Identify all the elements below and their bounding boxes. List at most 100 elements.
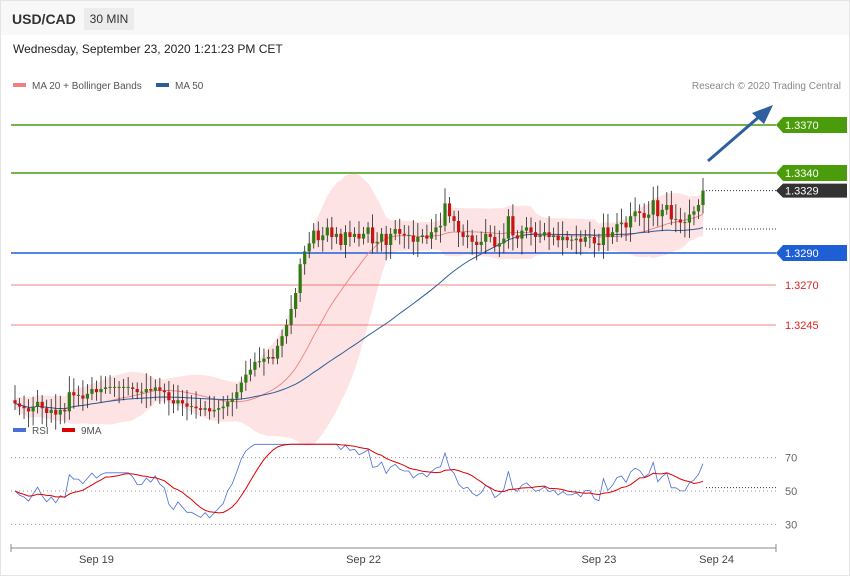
candle-body-60 <box>284 325 289 337</box>
candle-body-105 <box>488 233 492 237</box>
candle-body-103 <box>479 241 483 245</box>
rsi-swatch <box>13 428 26 433</box>
candles <box>13 177 705 430</box>
candle-body-11 <box>63 409 67 412</box>
candle-body-90 <box>420 235 424 237</box>
candle-body-52 <box>248 369 252 375</box>
candle-body-3 <box>26 408 31 412</box>
candle-body-120 <box>556 235 560 241</box>
candle-body-17 <box>90 389 94 394</box>
candle-body-32 <box>158 387 162 391</box>
candle-body-99 <box>461 232 465 237</box>
candle-body-79 <box>370 227 375 244</box>
candle-body-142 <box>656 200 660 217</box>
candle-body-73 <box>343 232 348 245</box>
candle-body-143 <box>660 209 664 217</box>
rsi-tick-2: 70 <box>785 453 797 465</box>
candle-body-151 <box>696 205 701 212</box>
candle-body-82 <box>384 233 388 245</box>
candle-body-8 <box>49 409 53 413</box>
candle-body-62 <box>294 293 298 309</box>
x-tick-label-1: Sep 22 <box>346 554 381 566</box>
candle-body-22 <box>112 386 117 388</box>
x-tick-label-2: Sep 23 <box>581 554 616 566</box>
legend-rsi: RSI <box>13 426 49 437</box>
candle-body-84 <box>393 229 397 234</box>
candle-body-76 <box>357 233 361 239</box>
candle-body-89 <box>416 237 420 242</box>
candle-body-46 <box>221 406 225 409</box>
candle-body-77 <box>361 233 366 239</box>
candle-body-119 <box>552 235 556 237</box>
candle-body-6 <box>40 401 44 409</box>
symbol-title: USD/CAD <box>12 11 76 27</box>
current-price-label: 1.3329 <box>785 186 819 198</box>
level-label-4: 1.3245 <box>785 320 819 332</box>
candle-body-33 <box>162 390 166 393</box>
candle-body-148 <box>683 222 687 224</box>
candle-body-25 <box>126 386 130 388</box>
candle-body-16 <box>85 393 90 399</box>
legend-rsi-label: RSI <box>32 426 49 437</box>
candle-body-108 <box>502 238 506 244</box>
candle-body-59 <box>280 336 284 346</box>
candle-body-100 <box>466 235 470 237</box>
candle-body-30 <box>149 389 153 391</box>
candle-body-45 <box>217 408 221 410</box>
candle-body-96 <box>447 203 452 217</box>
candle-body-42 <box>203 408 207 410</box>
candle-body-13 <box>72 392 76 396</box>
current-price-tag <box>776 183 847 198</box>
candle-body-101 <box>470 235 474 242</box>
candle-body-111 <box>515 235 520 239</box>
candle-body-83 <box>389 233 393 245</box>
candle-body-36 <box>176 400 180 404</box>
candle-body-117 <box>542 232 547 236</box>
candle-body-50 <box>239 382 243 393</box>
candle-body-49 <box>235 392 239 399</box>
candle-body-28 <box>140 391 144 393</box>
candle-body-87 <box>407 234 411 236</box>
candle-body-58 <box>275 345 280 359</box>
candle-body-67 <box>316 230 320 241</box>
candle-body-122 <box>565 237 569 241</box>
candle-body-131 <box>606 227 610 237</box>
ma20-swatch <box>13 83 26 88</box>
candle-body-144 <box>665 205 669 210</box>
candle-body-41 <box>198 408 203 410</box>
level-label-3: 1.3270 <box>785 280 819 292</box>
rsi-tick-1: 50 <box>785 486 797 498</box>
forecast-arrow-head <box>752 105 773 124</box>
level-label-0: 1.3370 <box>785 120 819 132</box>
candle-body-150 <box>692 211 696 215</box>
copyright-note: Research © 2020 Trading Central <box>691 81 841 92</box>
candle-body-64 <box>303 251 307 265</box>
candle-body-78 <box>366 227 370 234</box>
candle-body-23 <box>117 386 121 388</box>
candle-body-146 <box>674 218 678 220</box>
x-tick-label-3: Sep 24 <box>699 554 734 566</box>
timeframe-badge[interactable]: 30 MIN <box>84 8 134 30</box>
candle-body-5 <box>36 401 40 407</box>
candle-body-124 <box>574 238 578 241</box>
candle-body-34 <box>167 392 171 401</box>
legend-ma20-label: MA 20 + Bollinger Bands <box>32 81 142 92</box>
candle-body-4 <box>31 406 35 412</box>
candle-body-125 <box>579 238 583 242</box>
candle-body-113 <box>524 227 529 231</box>
candle-body-37 <box>180 400 185 404</box>
candle-body-133 <box>615 224 619 233</box>
candle-body-114 <box>529 227 533 233</box>
candle-body-137 <box>633 211 637 217</box>
candle-body-140 <box>647 214 651 218</box>
candle-body-104 <box>484 233 488 242</box>
candle-body-70 <box>330 227 334 237</box>
level-tag-2 <box>776 245 847 261</box>
candle-body-1 <box>17 403 22 407</box>
x-tick-label-0: Sep 19 <box>79 554 114 566</box>
candle-body-63 <box>298 264 302 293</box>
candle-body-126 <box>583 237 587 242</box>
candle-body-118 <box>547 232 551 237</box>
candle-body-134 <box>619 222 624 225</box>
